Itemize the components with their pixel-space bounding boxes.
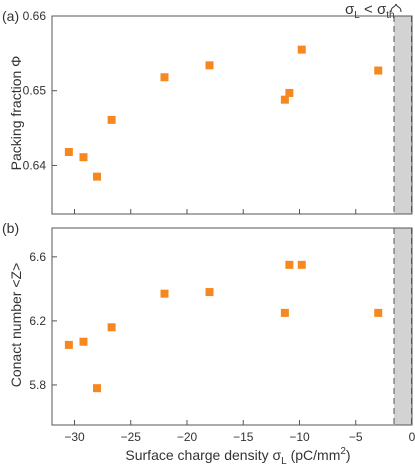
- panel-a-y-tick-label: 0.64: [23, 158, 47, 172]
- panel-b-frame: [51, 227, 413, 426]
- x-axis-tick-labels: −30 −25 −20 −15 −10 −5 0: [64, 430, 415, 444]
- panel-a-y-axis-title: Packing fraction Φ: [8, 56, 24, 171]
- panel-b-y-tick-label: 5.8: [29, 378, 46, 392]
- x-axis-title-unit: (pC/mm: [287, 447, 341, 463]
- panel-b-data-point: [107, 323, 116, 332]
- panel-b: 5.8 6.2 6.6 (b) Conact number <Z>: [2, 220, 413, 426]
- panel-a-data-point: [107, 115, 116, 124]
- x-axis-tick-label: 0: [409, 430, 415, 444]
- panel-a-data-point: [285, 88, 294, 97]
- panel-b-data-point: [285, 260, 294, 269]
- threshold-sigma-th: σ: [377, 1, 387, 18]
- x-axis-tick-label: −10: [289, 430, 310, 444]
- threshold-sigma-l: σ: [345, 1, 355, 18]
- x-axis-tick-label: −15: [233, 430, 254, 444]
- panel-a-threshold-region: [394, 16, 412, 214]
- threshold-brace: [390, 3, 402, 13]
- panel-b-y-axis-title: Conact number <Z>: [8, 263, 24, 388]
- panel-b-data-point: [374, 308, 383, 317]
- x-axis-title-close: ): [346, 447, 351, 463]
- panel-b-data-point: [205, 288, 214, 297]
- panel-b-data-point: [79, 337, 88, 346]
- panel-a: 0.64 0.65 0.66 (a) Packing fraction Φ: [2, 8, 413, 215]
- panel-a-data-point: [93, 172, 101, 181]
- x-axis-tick-label: −30: [64, 430, 85, 444]
- panel-a-data-point: [64, 147, 73, 156]
- panel-a-data-point: [79, 153, 88, 162]
- threshold-operator: <: [360, 1, 377, 18]
- panel-b-label: (b): [2, 220, 19, 236]
- x-axis-title-sub: L: [281, 456, 287, 467]
- panel-a-points: [64, 45, 383, 181]
- threshold-annotation: σL < σth: [345, 1, 395, 21]
- panel-b-x-ticks: [74, 420, 413, 425]
- panel-b-data-point: [93, 384, 101, 393]
- panel-b-y-ticks: 5.8 6.2 6.6: [29, 250, 57, 392]
- panel-a-y-tick-label: 0.66: [23, 9, 47, 23]
- panel-b-y-tick-label: 6.2: [29, 314, 46, 328]
- panel-a-data-point: [280, 95, 289, 104]
- panel-b-data-point: [297, 260, 306, 269]
- panel-a-data-point: [297, 45, 306, 54]
- panel-b-data-point: [280, 308, 289, 317]
- panel-a-y-ticks: 0.64 0.65 0.66: [23, 9, 57, 172]
- panel-b-points: [64, 260, 383, 393]
- panel-b-y-tick-label: 6.6: [29, 250, 46, 264]
- panel-b-data-point: [160, 289, 169, 298]
- panel-a-label: (a): [2, 8, 19, 24]
- x-axis-tick-label: −20: [177, 430, 198, 444]
- panel-a-data-point: [205, 61, 214, 70]
- x-axis-title: Surface charge density σL (pC/mm2): [125, 446, 350, 467]
- panel-a-y-tick-label: 0.65: [23, 84, 47, 98]
- panel-a-x-ticks: [74, 209, 413, 214]
- x-axis-tick-label: −25: [121, 430, 142, 444]
- panel-a-data-point: [160, 73, 169, 82]
- panel-b-data-point: [64, 340, 73, 349]
- panel-b-threshold-region: [394, 228, 412, 425]
- x-axis-tick-label: −5: [349, 430, 363, 444]
- x-axis-title-main: Surface charge density σ: [125, 447, 281, 463]
- panel-a-data-point: [374, 66, 383, 75]
- panel-a-frame: [51, 15, 413, 215]
- x-axis-title-sup: 2: [340, 446, 346, 457]
